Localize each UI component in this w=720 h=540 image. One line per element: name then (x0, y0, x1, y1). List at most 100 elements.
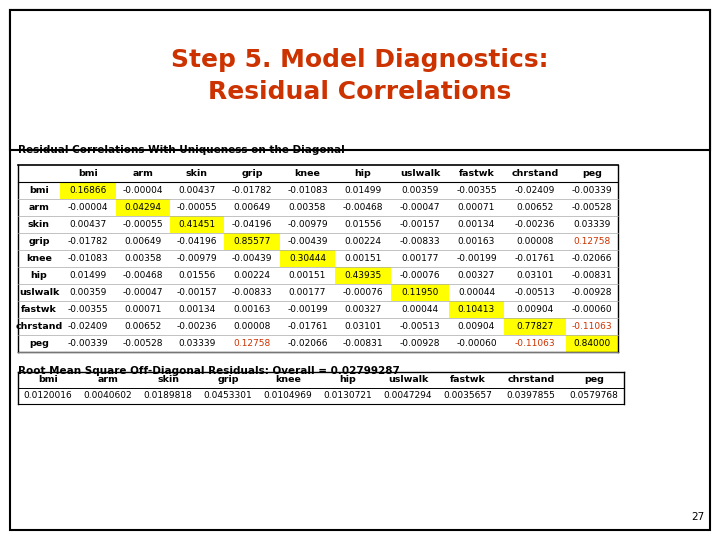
Text: 0.16866: 0.16866 (69, 186, 107, 195)
FancyBboxPatch shape (10, 10, 710, 530)
Text: 27: 27 (692, 512, 705, 522)
Text: -0.00439: -0.00439 (232, 254, 272, 263)
Text: 0.00359: 0.00359 (401, 186, 438, 195)
Text: 0.03339: 0.03339 (179, 339, 216, 348)
Bar (116, 199, 170, 216)
Text: -0.04196: -0.04196 (176, 237, 217, 246)
Text: -0.01782: -0.01782 (68, 237, 108, 246)
Bar (170, 216, 224, 233)
Text: skin: skin (157, 375, 179, 384)
Text: arm: arm (29, 203, 50, 212)
Text: -0.00060: -0.00060 (456, 339, 497, 348)
Text: -0.02066: -0.02066 (572, 254, 612, 263)
Text: 0.00008: 0.00008 (516, 237, 554, 246)
Text: bmi: bmi (78, 169, 98, 178)
Text: 0.00071: 0.00071 (458, 203, 495, 212)
Text: -0.00979: -0.00979 (287, 220, 328, 229)
Text: 0.30444: 0.30444 (289, 254, 326, 263)
Text: uslwalk: uslwalk (400, 169, 440, 178)
Text: Residual Correlations: Residual Correlations (208, 80, 512, 104)
Text: 0.00151: 0.00151 (289, 271, 326, 280)
Text: 0.00071: 0.00071 (125, 305, 162, 314)
Text: -0.00199: -0.00199 (287, 305, 328, 314)
Text: -0.00831: -0.00831 (572, 271, 612, 280)
Text: -0.00468: -0.00468 (122, 271, 163, 280)
Text: 0.0040602: 0.0040602 (84, 392, 132, 401)
Text: grip: grip (241, 169, 263, 178)
Text: 0.01499: 0.01499 (69, 271, 107, 280)
Text: -0.00528: -0.00528 (122, 339, 163, 348)
Text: 0.85577: 0.85577 (233, 237, 271, 246)
Text: 0.0130721: 0.0130721 (323, 392, 372, 401)
Text: -0.00928: -0.00928 (400, 339, 440, 348)
Text: 0.00177: 0.00177 (289, 288, 326, 297)
Text: 0.00652: 0.00652 (125, 322, 161, 331)
Bar (280, 250, 335, 267)
Text: -0.04196: -0.04196 (232, 220, 272, 229)
Text: -0.00157: -0.00157 (400, 220, 441, 229)
FancyBboxPatch shape (10, 10, 710, 150)
Text: hip: hip (31, 271, 48, 280)
Text: -0.02066: -0.02066 (287, 339, 328, 348)
Text: -0.00528: -0.00528 (572, 203, 612, 212)
Text: Root Mean Square Off-Diagonal Residuals: Overall = 0.02799287: Root Mean Square Off-Diagonal Residuals:… (18, 366, 400, 376)
Text: 0.00649: 0.00649 (233, 203, 271, 212)
Text: 0.11950: 0.11950 (401, 288, 438, 297)
Text: 0.12758: 0.12758 (233, 339, 271, 348)
Text: 0.00904: 0.00904 (458, 322, 495, 331)
Text: knee: knee (275, 375, 301, 384)
Bar (224, 233, 280, 250)
Text: 0.00359: 0.00359 (69, 288, 107, 297)
Text: bmi: bmi (29, 186, 49, 195)
Text: -0.00355: -0.00355 (456, 186, 497, 195)
Text: -0.00928: -0.00928 (572, 288, 612, 297)
Text: -0.00060: -0.00060 (572, 305, 612, 314)
Text: peg: peg (29, 339, 49, 348)
Text: 0.0047294: 0.0047294 (384, 392, 432, 401)
Text: 0.00358: 0.00358 (125, 254, 162, 263)
Text: 0.00151: 0.00151 (344, 254, 382, 263)
Text: -0.00076: -0.00076 (400, 271, 441, 280)
Text: -0.00236: -0.00236 (515, 220, 555, 229)
Text: -0.00513: -0.00513 (515, 288, 555, 297)
Text: 0.00652: 0.00652 (516, 203, 554, 212)
Text: -0.00831: -0.00831 (343, 339, 383, 348)
Text: -0.00047: -0.00047 (400, 203, 440, 212)
Text: -0.00004: -0.00004 (122, 186, 163, 195)
Text: -0.01761: -0.01761 (287, 322, 328, 331)
Bar (449, 301, 504, 318)
Text: peg: peg (584, 375, 604, 384)
Text: hip: hip (340, 375, 356, 384)
Text: -0.00055: -0.00055 (176, 203, 217, 212)
Text: skin: skin (186, 169, 208, 178)
Text: 0.0035657: 0.0035657 (444, 392, 492, 401)
Text: 0.03101: 0.03101 (344, 322, 382, 331)
Text: -0.00076: -0.00076 (343, 288, 383, 297)
Text: 0.84000: 0.84000 (573, 339, 611, 348)
Text: -0.00833: -0.00833 (232, 288, 272, 297)
Text: knee: knee (294, 169, 320, 178)
Text: 0.00224: 0.00224 (233, 271, 271, 280)
Text: 0.00044: 0.00044 (458, 288, 495, 297)
Text: Residual Correlations With Uniqueness on the Diagonal: Residual Correlations With Uniqueness on… (18, 145, 345, 155)
Text: -0.01083: -0.01083 (287, 186, 328, 195)
Text: -0.02409: -0.02409 (68, 322, 108, 331)
Text: fastwk: fastwk (21, 305, 57, 314)
Text: -0.02409: -0.02409 (515, 186, 555, 195)
Text: 0.00224: 0.00224 (344, 237, 382, 246)
Text: -0.00513: -0.00513 (400, 322, 441, 331)
Text: -0.00833: -0.00833 (400, 237, 441, 246)
Text: 0.00163: 0.00163 (458, 237, 495, 246)
Text: -0.00439: -0.00439 (287, 237, 328, 246)
Text: 0.0397855: 0.0397855 (507, 392, 555, 401)
Text: 0.12758: 0.12758 (573, 237, 611, 246)
Text: 0.0104969: 0.0104969 (264, 392, 312, 401)
Text: -0.00339: -0.00339 (572, 186, 612, 195)
Text: -0.01083: -0.01083 (68, 254, 108, 263)
Bar (391, 284, 449, 301)
Text: 0.00177: 0.00177 (401, 254, 438, 263)
Text: 0.00327: 0.00327 (344, 305, 382, 314)
Text: chrstand: chrstand (508, 375, 554, 384)
Text: 0.00134: 0.00134 (458, 220, 495, 229)
Text: uslwalk: uslwalk (19, 288, 59, 297)
